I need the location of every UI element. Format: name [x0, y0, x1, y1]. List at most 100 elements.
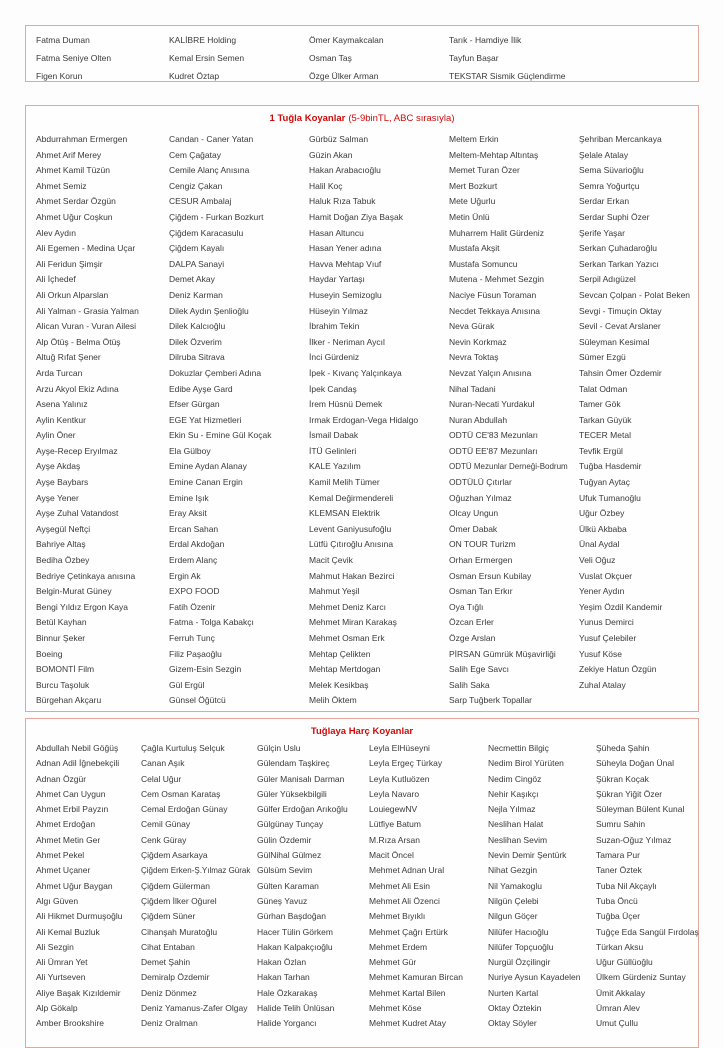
donor-name: İlker - Neriman Aycıl: [309, 336, 385, 347]
donor-name: Ahmet Erbil Payzın: [36, 804, 109, 815]
donor-name: Güneş Yavuz: [257, 895, 308, 906]
donor-name: Oya Tığlı: [449, 601, 484, 612]
donor-name: Abdurrahman Ermergen: [36, 134, 128, 144]
donor-name: Hakan Arabacıoğlu: [309, 165, 381, 176]
donor-name: ON TOUR Turizm: [449, 539, 516, 550]
donor-name: Hasan Yener adına: [309, 243, 382, 254]
donor-name: Şüheda Şahin: [596, 743, 650, 753]
donor-name: Osman Taş: [309, 53, 352, 63]
donor-name: Aylin Kentkur: [36, 414, 86, 425]
donor-name: Zekiye Hatun Özgün: [579, 664, 657, 675]
donor-name: Necmettin Bilgiç: [488, 743, 549, 753]
donor-name: Alican Vuran - Vuran Ailesi: [36, 321, 137, 332]
donor-name: Neva Gürak: [449, 321, 495, 332]
donor-name: Sema Süvarioğlu: [579, 165, 644, 176]
name-columns: Fatma Duman Fatma Seniye Olten Figen Korun…: [36, 31, 698, 85]
donor-name: Figen Korun: [36, 71, 83, 81]
donor-name: Taner Öztek: [596, 865, 642, 876]
donor-name: Ahmet Uğur Coşkun: [36, 211, 113, 222]
donor-name: Nil Yamakoglu: [488, 880, 543, 891]
donor-name: Mert Bozkurt: [449, 180, 498, 191]
donor-name: Lütfiye Batum: [369, 819, 421, 830]
donor-name: Ali Ümran Yet: [36, 957, 88, 968]
donor-name: Süleyman Kesimal: [579, 336, 650, 347]
donor-name: Kudret Öztap: [169, 71, 220, 81]
donor-name: Mehmet Miran Karakaş: [309, 617, 397, 628]
donor-name: Mehtap Mertdogan: [309, 664, 381, 675]
donor-name: Hacer Tülin Görkem: [257, 926, 333, 937]
donor-name: Serkan Tarkan Yazıcı: [579, 258, 659, 269]
donor-name: Leyla ElHüseyni: [369, 743, 430, 753]
donor-name: Çiğdem Asarkaya: [141, 850, 208, 861]
donor-name: Ahmet Kamil Tüzün: [36, 165, 111, 176]
donor-name: Mehmet Kudret Atay: [369, 1018, 447, 1029]
donor-name: Yusuf Çelebiler: [579, 633, 637, 643]
donor-name: Ercan Sahan: [169, 523, 219, 534]
donor-name: M.Rıza Arsan: [369, 834, 421, 845]
donor-name: EGE Yat Hizmetleri: [169, 414, 242, 425]
name-columns: Abdullah Nebil Göğüş Adnan Adil İğnebekçi…: [36, 741, 699, 1032]
donor-name: Nevra Toktaş: [449, 352, 499, 363]
name-column: Çağla Kurtuluş Selçuk Canan Aşık Celal Uğu…: [141, 741, 257, 1032]
donor-name: Çiğdem Erken-Ş.Yılmaz Gürak: [141, 866, 251, 876]
name-column: Abdurrahman Ermergen Ahmet Arif Merey Ahme…: [36, 132, 169, 709]
donor-name: Arda Turcan: [36, 367, 83, 378]
donor-name: Ali Hikmet Durmuşoğlu: [36, 911, 123, 922]
donor-name: Metin Ünlü: [449, 211, 490, 222]
donor-name: Hakan Özlan: [257, 957, 307, 968]
donor-name: Vuslat Okçuer: [579, 570, 633, 581]
name-column: KALİBRE Holding Kemal Ersin Semen Kudret Ö…: [169, 31, 309, 85]
donor-name: Tarık - Hamdiye İlik: [449, 35, 522, 45]
donor-name: Lütfü Çıtıroğlu Anısına: [309, 539, 394, 550]
donor-name: Deniz Yamanus-Zafer Olgay: [141, 1003, 248, 1014]
section-top-continued: Fatma Duman Fatma Seniye Olten Figen Korun…: [25, 25, 699, 82]
donor-name: Ali Kemal Buzluk: [36, 926, 100, 937]
donor-name: Mehmet Osman Erk: [309, 633, 385, 643]
name-column: Gülçin Uslu Gülendam Taşkireç Güler Manisa…: [257, 741, 369, 1032]
donor-name: Cihat Entaban: [141, 941, 195, 952]
donor-name: Gülfer Erdoğan Arıkoğlu: [257, 804, 348, 815]
donor-name: Ümran Alev: [596, 1003, 640, 1014]
donor-name: TECER Metal: [579, 430, 631, 441]
donor-name: Ahmet Arif Merey: [36, 149, 102, 160]
name-columns: Abdurrahman Ermergen Ahmet Arif Merey Ahme…: [36, 132, 698, 709]
donor-name: Cihanşah Muratoğlu: [141, 926, 218, 937]
donor-name: Cenk Güray: [141, 834, 187, 845]
donor-name: BOMONTİ Film: [36, 664, 95, 675]
donor-name: Mehmet Deniz Karcı: [309, 601, 386, 612]
donor-name: Adnan Özgür: [36, 773, 87, 784]
donor-name: Halil Koç: [309, 180, 343, 191]
donor-name: Mehmet Gür: [369, 957, 417, 968]
donor-name: Çiğdem - Furkan Bozkurt: [169, 211, 264, 222]
donor-name: Çiğdem Kayalı: [169, 243, 225, 254]
donor-name: Kemal Değirmendereli: [309, 492, 394, 503]
section-title-bold: 1 Tuğla Koyanlar: [269, 113, 346, 124]
donor-name: Aliye Başak Kızıldemir: [36, 987, 121, 998]
donor-name: Gülsüm Sevim: [257, 865, 313, 876]
donor-name: Yeşim Özdil Kandemir: [579, 601, 663, 612]
donor-name: Güler Manisalı Darman: [257, 773, 345, 784]
donor-name: Ahmet Uğur Baygan: [36, 880, 113, 891]
donor-name: Serdar Erkan: [579, 196, 630, 207]
donor-name: Nedim Birol Yürüten: [488, 758, 564, 769]
donor-name: Deniz Dönmez: [141, 987, 197, 998]
donor-name: Bengi Yıldız Ergon Kaya: [36, 601, 128, 612]
donor-name: Ülkü Akbaba: [579, 523, 627, 534]
donor-name: Hakan Kalpakçıoğlu: [257, 941, 333, 952]
donor-name: Tuğba Hasdemir: [579, 461, 642, 472]
donor-name: Uğur Özbey: [579, 508, 625, 519]
donor-name: Deniz Karman: [169, 289, 223, 300]
donor-name: Candan - Caner Yatan: [169, 134, 254, 144]
donor-name: Sevgi - Timuçin Oktay: [579, 305, 662, 316]
donor-name: Olcay Ungun: [449, 508, 499, 519]
donor-name: Alp Ötüş - Belma Ötüş: [36, 336, 121, 347]
donor-name: Sevil - Cevat Arslaner: [579, 321, 661, 332]
name-column: Tarık - Hamdiye İlik Tayfun Başar TEKSTAR …: [449, 31, 579, 85]
donor-name: Osman Tan Erkır: [449, 586, 513, 597]
donor-name: GülNihal Gülmez: [257, 850, 322, 861]
donor-name: Ahmet Pekel: [36, 850, 85, 861]
donor-name: EXPO FOOD: [169, 586, 220, 597]
donor-name: Ömer Kaymakcalan: [309, 35, 384, 45]
donor-name: Leyla Kutluözen: [369, 773, 430, 784]
donor-name: Semra Yoğurtçu: [579, 180, 640, 191]
